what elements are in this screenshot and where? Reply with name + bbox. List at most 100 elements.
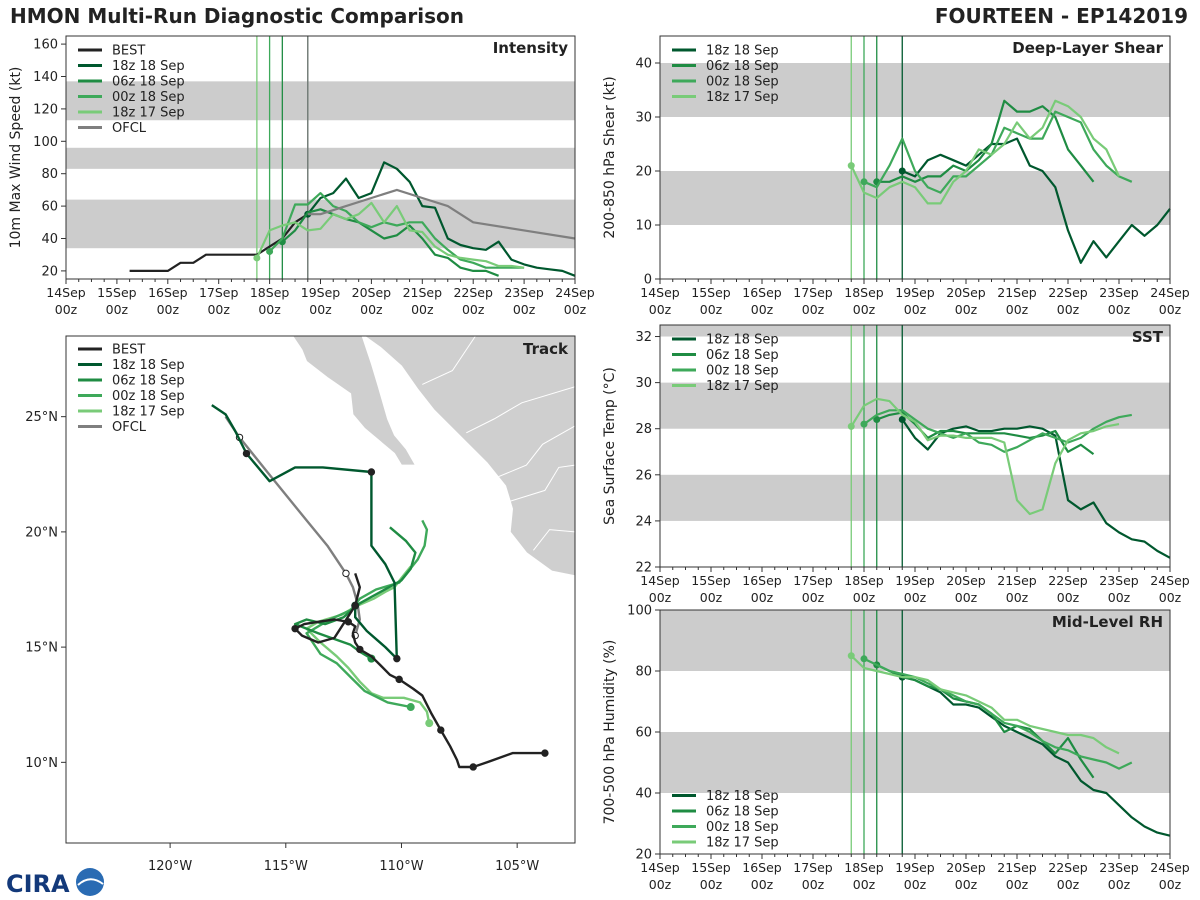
x-tick-label: 00z <box>309 302 332 317</box>
x-tick-label: 20Sep <box>946 573 986 588</box>
category-band <box>660 63 1170 117</box>
series-line-00z-18-sep <box>863 657 1133 770</box>
x-tick-label: 00z <box>157 302 180 317</box>
y-tick-label: 30 <box>635 111 652 126</box>
x-tick-label: 15Sep <box>691 285 731 300</box>
track-point-18z-18-sep <box>242 449 251 458</box>
track-line-best <box>293 573 545 769</box>
x-tick-label: 22Sep <box>453 285 493 300</box>
x-tick-label: 00z <box>751 877 774 892</box>
y-tick-label: 100 <box>627 604 652 619</box>
track-point-best <box>437 726 445 734</box>
y-tick-label: 120 <box>33 102 58 117</box>
series-line-18z-18-sep <box>902 676 1171 837</box>
track-point-ofcl <box>342 569 350 578</box>
y-tick-label: 60 <box>635 726 652 741</box>
x-tick-label: 24Sep <box>555 285 595 300</box>
lon-tick-label: 115°W <box>264 859 308 874</box>
figure-title: HMON Multi-Run Diagnostic Comparison <box>10 4 464 28</box>
x-tick-label: 00z <box>904 877 927 892</box>
track-point-best <box>356 645 364 654</box>
y-tick-label: 100 <box>33 135 58 150</box>
track-line-06z-18-sep <box>293 526 417 660</box>
x-tick-label: 21Sep <box>997 285 1037 300</box>
series-line-18z-17-sep <box>850 655 1120 755</box>
panel-intensity: 14Sep 00z 15Sep 00z 16Sep 00z 17Sep 00z 18Sep 00z… <box>8 35 595 317</box>
y-tick-label: 20 <box>41 264 58 279</box>
legend-label: 00z 18 Sep <box>706 820 779 835</box>
lat-tick-label: 20°N <box>25 525 58 540</box>
y-tick-label: 30 <box>635 376 652 391</box>
y-tick-label: 32 <box>635 330 652 345</box>
x-tick-label: 22Sep <box>1048 573 1088 588</box>
x-tick-label: 18Sep <box>844 860 884 875</box>
series-start-marker-00z-18-sep <box>860 420 868 428</box>
x-tick-label: 16Sep <box>742 285 782 300</box>
x-tick-label: 00z <box>649 877 672 892</box>
series-start-marker-00z-18-sep <box>860 178 868 186</box>
x-tick-label: 14Sep <box>640 573 680 588</box>
x-tick-label: 00z <box>649 302 672 317</box>
x-tick-label: 23Sep <box>1099 573 1139 588</box>
panel-rh: 14Sep 00z 15Sep 00z 16Sep 00z 17Sep 00z 18Sep 00z… <box>602 604 1190 893</box>
category-band <box>660 171 1170 225</box>
x-tick-label: 16Sep <box>742 860 782 875</box>
y-axis-label: 700-500 hPa Humidity (%) <box>602 640 618 825</box>
x-tick-label: 00z <box>955 302 978 317</box>
lon-tick-label: 105°W <box>495 859 539 874</box>
series-line-18z-17-sep <box>255 201 525 269</box>
x-tick-label: 15Sep <box>691 573 731 588</box>
cira-logo: CIRA <box>6 868 104 898</box>
panel-shear: 14Sep 00z 15Sep 00z 16Sep 00z 17Sep 00z 18Sep 00z… <box>602 35 1190 317</box>
category-band <box>660 610 1170 671</box>
x-tick-label: 17Sep <box>793 860 833 875</box>
baja-california-landmass <box>292 336 417 466</box>
track-point-best <box>344 618 352 626</box>
panel-track: 120°W 115°W 110°W 105°W 10°N 15°N 20°N 25°N Trac… <box>25 335 576 874</box>
track-line-ofcl <box>224 416 361 636</box>
x-tick-label: 00z <box>55 302 78 317</box>
lat-tick-label: 25°N <box>25 410 58 425</box>
x-tick-label: 00z <box>853 302 876 317</box>
category-band <box>66 147 575 169</box>
x-tick-label: 00z <box>853 590 876 605</box>
x-tick-label: 00z <box>955 590 978 605</box>
y-tick-label: 40 <box>41 232 58 247</box>
series-line-best <box>129 213 309 272</box>
x-tick-label: 00z <box>1006 590 1029 605</box>
x-tick-label: 00z <box>802 877 825 892</box>
panel-title: Track <box>523 340 569 358</box>
panel-title: Intensity <box>493 39 569 57</box>
category-band <box>660 474 1170 521</box>
state-boundary <box>466 386 575 434</box>
x-tick-label: 14Sep <box>640 860 680 875</box>
x-tick-label: 21Sep <box>997 860 1037 875</box>
x-tick-label: 00z <box>1108 877 1131 892</box>
x-tick-label: 22Sep <box>1048 860 1088 875</box>
legend-label: 00z 18 Sep <box>112 389 185 404</box>
series-line-18z-17-sep <box>850 397 1120 516</box>
series-line-06z-18-sep <box>281 208 499 277</box>
y-tick-label: 140 <box>33 70 58 85</box>
track-point-18z-18-sep <box>367 468 376 476</box>
lon-tick-label: 120°W <box>148 859 192 874</box>
x-tick-label: 15Sep <box>97 285 137 300</box>
x-tick-label: 00z <box>1108 590 1131 605</box>
globe-icon <box>76 868 104 896</box>
legend-label: 06z 18 Sep <box>706 805 779 820</box>
x-tick-label: 19Sep <box>895 860 935 875</box>
x-tick-label: 00z <box>802 302 825 317</box>
y-tick-label: 20 <box>635 848 652 863</box>
legend-label: OFCL <box>112 121 147 136</box>
legend-label: 00z 18 Sep <box>706 364 779 379</box>
x-tick-label: 00z <box>513 302 536 317</box>
x-tick-label: 16Sep <box>148 285 188 300</box>
track-line-00z-18-sep <box>305 519 429 709</box>
series-line-18z-18-sep <box>306 161 576 277</box>
panel-sst: 14Sep 00z 15Sep 00z 16Sep 00z 17Sep 00z 18Sep 00z… <box>602 324 1190 605</box>
series-start-marker-06z-18-sep <box>873 415 881 423</box>
lat-tick-label: 15°N <box>25 641 58 656</box>
y-tick-label: 26 <box>635 468 652 483</box>
legend-label: OFCL <box>112 420 147 435</box>
y-axis-label: 10m Max Wind Speed (kt) <box>8 67 24 249</box>
